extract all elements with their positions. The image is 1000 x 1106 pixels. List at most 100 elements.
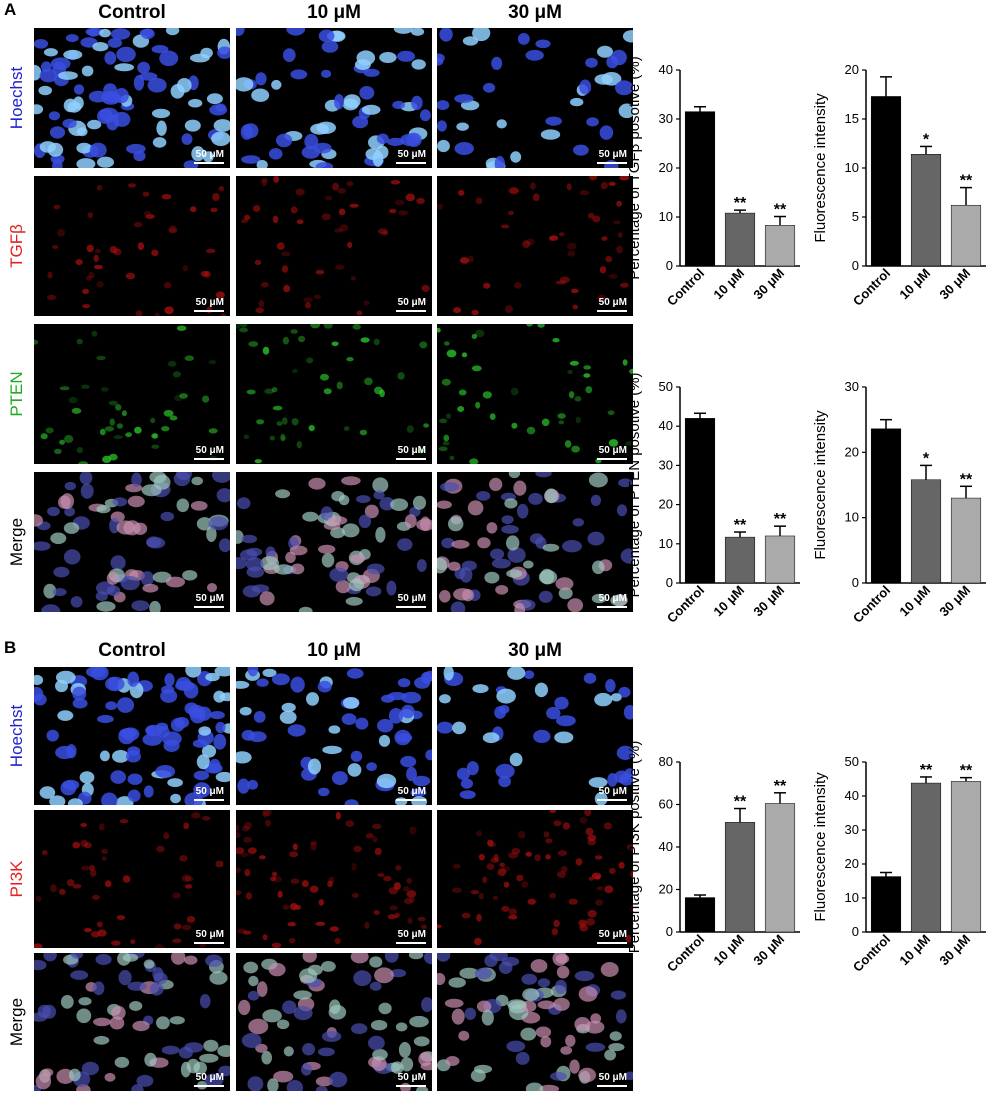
significance-marker: ** [774,778,787,795]
scale-bar-label: 50 μM [598,297,627,308]
bar-chart: Percentage of TGFβ posotive (%) 0 10 20 30 40… [626,56,800,309]
y-axis-label: Percentage of PI3K positive (%) [626,741,643,954]
x-tick-label: 30 μM [750,932,787,969]
micrograph-image: 50 μM [34,176,230,316]
y-tick-label: 0 [666,575,673,590]
y-tick-label: 10 [659,209,673,224]
column-header: 30 μM [508,640,562,661]
bar [724,536,756,584]
scale-bar [396,799,426,801]
x-tick-label: 30 μM [936,266,973,303]
significance-marker: ** [774,511,787,528]
scale-bar-label: 50 μM [397,593,426,604]
column-header: Control [98,640,166,661]
bar [910,479,942,584]
scale-bar-label: 50 μM [195,929,224,940]
y-tick-label: 30 [659,457,673,472]
row-label: Hoechst [7,704,26,768]
bar [950,204,982,267]
bar [764,803,796,933]
scale-bar-label: 50 μM [598,1072,627,1083]
scale-bar-label: 50 μM [397,149,426,160]
row-label: PI3K [7,860,26,898]
significance-marker: ** [734,517,747,534]
bar-chart: Fluorescence intensity05101520Control*10… [812,62,986,309]
y-tick-label: 20 [845,856,859,871]
row-label: Hoechst [7,66,26,130]
y-tick-label: 30 [845,379,859,394]
row-label: Merge [7,517,26,567]
scale-bar [194,310,224,312]
x-tick-label: 10 μM [896,932,933,969]
column-header: 30 μM [508,2,562,23]
y-tick-label: 30 [659,111,673,126]
micrograph-image: 50 μM [236,810,432,948]
bar [724,212,756,267]
bar [910,782,942,933]
y-tick-label: 40 [659,62,673,77]
y-tick-label: 20 [845,62,859,77]
scale-bar-label: 50 μM [397,1072,426,1083]
y-tick-label: 20 [659,497,673,512]
x-tick-label: 10 μM [710,583,747,620]
y-tick-label: 40 [659,418,673,433]
y-tick-label: 80 [659,754,673,769]
scale-bar [396,942,426,944]
scale-bar [194,606,224,608]
micrograph-image: 50 μM [437,953,633,1091]
column-header: 10 μM [307,640,361,661]
x-tick-label: 30 μM [750,583,787,620]
scale-bar-label: 50 μM [195,593,224,604]
bar [724,822,756,933]
scale-bar [597,799,627,801]
y-axis-label: Fluorescence intensity [812,93,829,243]
micrograph-image: 50 μM [236,472,432,612]
bar [950,497,982,584]
micrograph-image: 50 μM [437,810,633,948]
scale-bar [597,310,627,312]
x-tick-label: 10 μM [710,932,747,969]
scale-bar-label: 50 μM [598,593,627,604]
scale-bar-label: 50 μM [195,445,224,456]
micrograph-image: 50 μM [34,810,230,948]
scale-bar-label: 50 μM [195,149,224,160]
scale-bar-label: 50 μM [195,297,224,308]
scale-bar [597,606,627,608]
scale-bar [597,458,627,460]
micrograph-image: 50 μM [236,667,432,805]
micrograph-image: 50 μM [236,324,432,464]
bar [684,418,716,584]
scale-bar-label: 50 μM [397,786,426,797]
y-tick-label: 0 [666,258,673,273]
significance-marker: ** [734,195,747,212]
micrograph-image: 50 μM [34,472,230,612]
y-tick-label: 50 [845,754,859,769]
bar [870,876,902,933]
micrograph-image: 50 μM [34,667,230,805]
bar-chart: Fluorescence intensity01020304050Control… [812,754,986,975]
y-tick-label: 10 [659,536,673,551]
y-tick-label: 10 [845,510,859,525]
x-tick-label: 30 μM [750,266,787,303]
x-tick-label: 10 μM [710,266,747,303]
bar [684,897,716,933]
y-axis-label: Fluorescence intensity [812,772,829,922]
bar-chart: Fluorescence intensity0102030Control*10 … [812,379,986,626]
scale-bar-label: 50 μM [397,445,426,456]
scale-bar [396,1085,426,1087]
y-axis-label: Percentage of TGFβ posotive (%) [626,56,643,279]
micrograph-image: 50 μM [437,472,633,612]
significance-marker: ** [920,762,933,779]
scale-bar [597,942,627,944]
scale-bar [194,942,224,944]
scale-bar [396,162,426,164]
scale-bar-label: 50 μM [397,929,426,940]
scale-bar-label: 50 μM [598,786,627,797]
significance-marker: ** [774,202,787,219]
x-tick-label: 10 μM [896,266,933,303]
y-tick-label: 20 [845,444,859,459]
y-axis-label: Percentage of PTEN posotive (%) [626,372,643,597]
y-tick-label: 40 [845,788,859,803]
bar-chart: Percentage of PI3K positive (%) 0 20 40 60 80… [626,741,800,975]
y-tick-label: 30 [845,822,859,837]
